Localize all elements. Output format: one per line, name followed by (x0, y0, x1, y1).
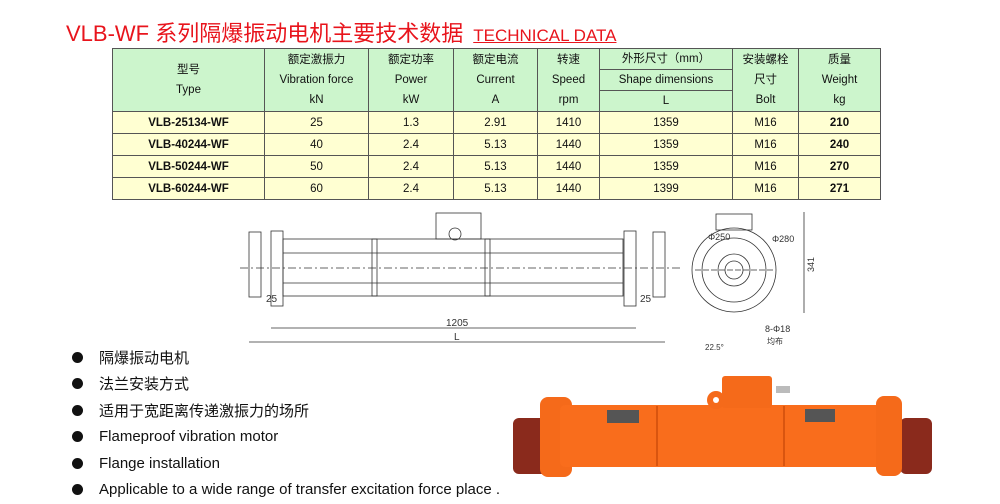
table-cell: 60 (264, 177, 369, 200)
side-view (240, 212, 680, 343)
table-cell: 1.3 (368, 111, 454, 134)
table-cell: 5.13 (453, 177, 538, 200)
holes-note: 均布 (767, 336, 783, 346)
table-cell: 25 (264, 111, 369, 134)
header-col: 质量 Weight kg (798, 48, 881, 112)
table-cell: 1440 (537, 133, 600, 156)
bullet-icon (72, 378, 83, 390)
table-cell: 2.4 (368, 177, 454, 200)
table-row: VLB-50244-WF 50 2.4 5.13 1440 1359 M16 270 (112, 155, 881, 178)
header-col: 转速 Speed rpm (537, 48, 600, 112)
table-cell: 271 (798, 177, 881, 200)
feature-text: 隔爆振动电机 (99, 349, 190, 367)
feature-item: 隔爆振动电机 (72, 344, 500, 371)
table-cell: 2.4 (368, 133, 454, 156)
table-cell: 1440 (537, 155, 600, 178)
dim-25-left: 25 (266, 294, 278, 305)
bullet-icon (72, 431, 83, 443)
dim-phi250: Φ250 (708, 232, 730, 242)
bullet-icon (72, 484, 83, 496)
feature-item: Flameproof vibration motor (72, 424, 500, 451)
header-type: 型号 Type (112, 48, 265, 112)
feature-item: 适用于宽距离传递激振力的场所 (72, 397, 500, 424)
header-col: 安装螺栓 尺寸 Bolt (732, 48, 799, 112)
bullet-icon (72, 457, 83, 469)
table-cell: VLB-50244-WF (112, 155, 265, 178)
header-col: Shape dimensions (599, 69, 733, 91)
technical-data-table: 型号 Type 额定激振力 Vibration force kN 额定功率 Power kW 额… (112, 48, 881, 200)
motor-photo (513, 376, 932, 477)
title-en: TECHNICAL DATA (473, 26, 617, 45)
page-title: VLB-WF 系列隔爆振动电机主要技术数据 TECHNICAL DATA (66, 16, 617, 48)
feature-text: 法兰安装方式 (99, 376, 190, 394)
header-col: 额定电流 Current A (453, 48, 538, 112)
feature-list: 隔爆振动电机 法兰安装方式适用于宽距离传递激振力的场所 Flameproof vib… (72, 344, 500, 503)
table-cell: VLB-60244-WF (112, 177, 265, 200)
end-view (691, 212, 805, 313)
table-cell: M16 (732, 111, 799, 134)
bullet-icon (72, 404, 83, 416)
title-cn: VLB-WF 系列隔爆振动电机主要技术数据 (66, 21, 464, 46)
dim-25-right: 25 (640, 294, 652, 305)
header-col: 额定功率 Power kW (368, 48, 454, 112)
table-cell: 1399 (599, 177, 733, 200)
dim-1205: 1205 (446, 318, 469, 329)
dim-L: L (454, 332, 460, 343)
feature-text: 适用于宽距离传递激振力的场所 (99, 402, 310, 420)
table-cell: 1440 (537, 177, 600, 200)
table-cell: M16 (732, 177, 799, 200)
feature-text: Applicable to a wide range of transfer e… (99, 481, 501, 499)
feature-item: Flange installation (72, 450, 500, 477)
table-cell: 1410 (537, 111, 600, 134)
table-row: VLB-25134-WF 25 1.3 2.91 1410 1359 M16 210 (112, 111, 881, 134)
feature-text: Flange installation (99, 454, 220, 472)
dim-phi280: Φ280 (772, 234, 794, 244)
feature-item: Applicable to a wide range of transfer e… (72, 477, 500, 504)
table-cell: 1359 (599, 111, 733, 134)
table-cell: VLB-40244-WF (112, 133, 265, 156)
table-row: VLB-60244-WF 60 2.4 5.13 1440 1399 M16 271 (112, 177, 881, 200)
holes-label: 8-Φ18 (765, 324, 790, 334)
table-cell: 240 (798, 133, 881, 156)
dim-341: 341 (806, 257, 816, 272)
table-cell: 50 (264, 155, 369, 178)
table-cell: M16 (732, 155, 799, 178)
header-col: 额定激振力 Vibration force kN (264, 48, 369, 112)
feature-item: 法兰安装方式 (72, 371, 500, 398)
table-cell: 1359 (599, 155, 733, 178)
bullet-icon (72, 351, 83, 363)
table-cell: 2.91 (453, 111, 538, 134)
table-cell: M16 (732, 133, 799, 156)
header-col: 外形尺寸（mm） (599, 48, 733, 70)
angle-label: 22.5° (705, 343, 724, 352)
table-cell: 2.4 (368, 155, 454, 178)
feature-text: Flameproof vibration motor (99, 428, 279, 446)
